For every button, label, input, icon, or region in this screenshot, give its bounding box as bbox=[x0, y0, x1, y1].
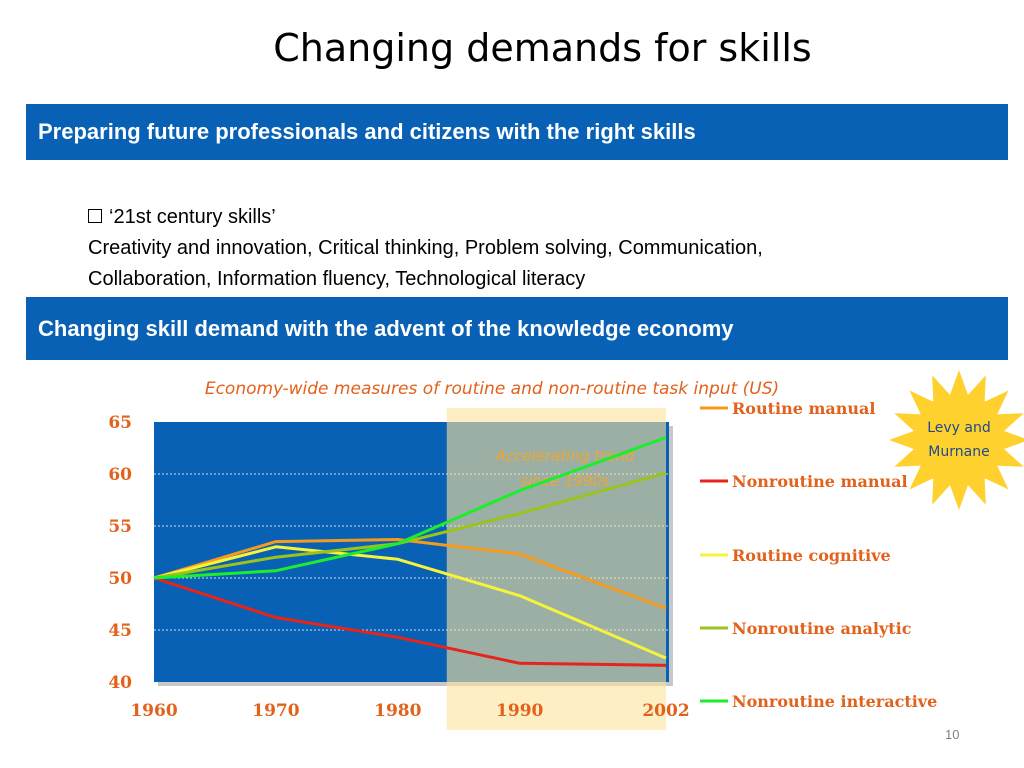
x-tick-label: 1980 bbox=[374, 701, 421, 721]
page-number: 10 bbox=[945, 727, 960, 742]
x-tick-label: 1960 bbox=[130, 701, 177, 721]
x-tick-label: 2002 bbox=[642, 701, 689, 721]
y-tick-label: 50 bbox=[108, 569, 132, 589]
bullet-line: Creativity and innovation, Critical thin… bbox=[88, 237, 763, 259]
series-line bbox=[153, 436, 667, 580]
bullet-block: ‘21st century skills’ Creativity and inn… bbox=[88, 202, 763, 295]
y-tick-label: 60 bbox=[108, 465, 132, 485]
y-tick-label: 45 bbox=[108, 621, 132, 641]
starburst-icon bbox=[889, 370, 1024, 510]
highlight-label: since 1990s bbox=[520, 472, 610, 490]
chart-title: Economy-wide measures of routine and non… bbox=[205, 379, 779, 399]
bullet-item: ‘21st century skills’ bbox=[88, 202, 763, 233]
bullet-heading: ‘21st century skills’ bbox=[109, 206, 276, 228]
author-badge: Levy and Murnane bbox=[889, 370, 1024, 510]
series-line bbox=[153, 545, 667, 660]
legend-label: Nonroutine interactive bbox=[732, 692, 937, 711]
y-tick-label: 55 bbox=[108, 517, 132, 537]
bullet-line: Collaboration, Information fluency, Tech… bbox=[88, 268, 586, 290]
slide-title: Changing demands for skills bbox=[273, 26, 812, 70]
section-banner-skills: Preparing future professionals and citiz… bbox=[26, 104, 1008, 160]
x-tick-label: 1970 bbox=[252, 701, 299, 721]
y-tick-label: 40 bbox=[108, 673, 132, 693]
banner-text: Changing skill demand with the advent of… bbox=[38, 315, 734, 341]
badge-line2: Murnane bbox=[928, 444, 989, 460]
legend-label: Routine cognitive bbox=[732, 546, 891, 565]
series-line bbox=[153, 538, 667, 610]
badge-line1: Levy and bbox=[927, 420, 991, 436]
legend-label: Nonroutine manual bbox=[732, 472, 908, 491]
banner-text: Preparing future professionals and citiz… bbox=[38, 119, 696, 144]
legend-label: Routine manual bbox=[732, 399, 875, 418]
x-tick-label: 1990 bbox=[496, 701, 543, 721]
checkbox-bullet-icon bbox=[88, 209, 102, 223]
legend-label: Nonroutine analytic bbox=[732, 619, 912, 638]
y-tick-label: 65 bbox=[108, 413, 132, 433]
section-banner-knowledge-economy: Changing skill demand with the advent of… bbox=[26, 297, 1008, 360]
series-line bbox=[153, 576, 667, 667]
